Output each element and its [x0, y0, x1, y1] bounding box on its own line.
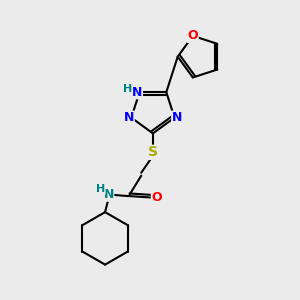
Text: H: H [123, 84, 132, 94]
Text: N: N [124, 111, 134, 124]
Text: N: N [132, 86, 142, 99]
Text: S: S [148, 145, 158, 159]
Text: O: O [188, 29, 198, 42]
Text: H: H [96, 184, 105, 194]
Text: N: N [103, 188, 114, 201]
Text: N: N [172, 111, 182, 124]
Text: O: O [152, 191, 162, 204]
